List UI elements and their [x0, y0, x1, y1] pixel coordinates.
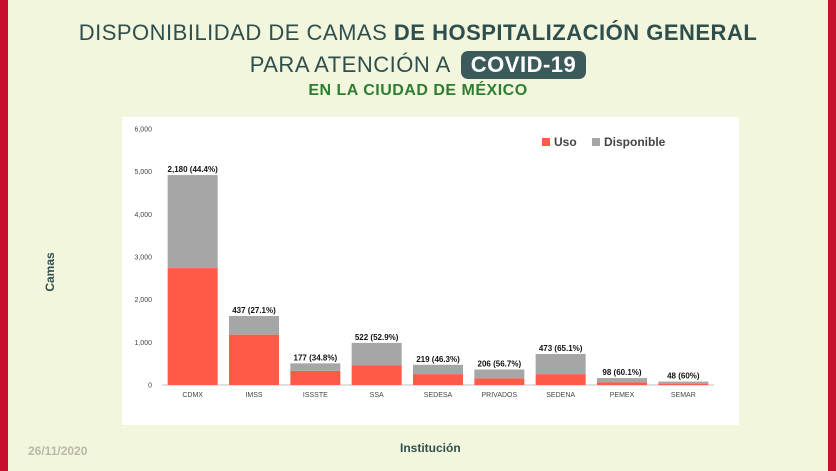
bar-data-label: 206 (56.7%)	[478, 360, 522, 369]
bar-data-label: 98 (60.1%)	[602, 368, 641, 377]
bar-segment-uso	[658, 383, 709, 385]
x-tick-label: SSA	[370, 392, 384, 399]
x-tick-label: SEDENA	[546, 392, 575, 399]
x-axis-label: Institución	[400, 441, 461, 455]
bar-data-label: 437 (27.1%)	[232, 306, 276, 315]
bar-data-label: 522 (52.9%)	[355, 333, 399, 342]
legend-swatch-uso	[542, 138, 550, 146]
bar-segment-disponible	[597, 378, 647, 383]
title-line-2: PARA ATENCIÓN A COVID-19	[8, 51, 828, 79]
date-stamp: 26/11/2020	[28, 444, 88, 458]
bar-segment-uso	[535, 374, 586, 385]
y-axis-label: Camas	[43, 252, 57, 292]
legend-swatch-disponible	[592, 138, 600, 146]
bar-segment-disponible	[229, 316, 279, 335]
title-bold: DE HOSPITALIZACIÓN GENERAL	[393, 20, 758, 45]
x-tick-label: CDMX	[182, 392, 203, 399]
y-tick-label: 5,000	[134, 169, 152, 176]
y-tick-label: 6,000	[134, 127, 152, 134]
bar-segment-disponible	[290, 363, 341, 371]
bar-data-label: 48 (60%)	[667, 372, 700, 381]
slide: DISPONIBILIDAD DE CAMAS DE HOSPITALIZACI…	[8, 0, 828, 471]
chart-panel: 0 1,000 2,000 3,000 4,000 5,000 6,000 2,180 (44…	[122, 117, 739, 425]
bar-chart: 0 1,000 2,000 3,000 4,000 5,000 6,000 2,180 (44…	[134, 127, 714, 399]
covid-badge: COVID-19	[460, 51, 587, 79]
x-tick-label: SEDESA	[424, 392, 453, 399]
bar-segment-uso	[290, 370, 341, 385]
x-tick-label: PEMEX	[610, 392, 635, 399]
title-line-1: DISPONIBILIDAD DE CAMAS DE HOSPITALIZACI…	[8, 20, 828, 46]
bar-segment-uso	[597, 382, 647, 385]
y-tick-label: 1,000	[134, 340, 152, 347]
bar-segment-uso	[229, 334, 279, 385]
bar-segment-disponible	[535, 353, 586, 375]
bar-segment-uso	[413, 374, 463, 385]
title-line-2-text: PARA ATENCIÓN A	[249, 52, 451, 77]
bar-data-label: 177 (34.8%)	[294, 353, 338, 362]
bar-data-label: 219 (46.3%)	[416, 355, 460, 364]
y-tick-label: 4,000	[134, 212, 152, 219]
bar-segment-disponible	[351, 342, 402, 366]
bar-segment-disponible	[658, 381, 709, 384]
legend-label-disponible: Disponible	[604, 135, 666, 149]
bar-segment-uso	[474, 378, 525, 385]
bar-data-label: 473 (65.1%)	[539, 344, 583, 353]
y-tick-label: 3,000	[134, 255, 152, 262]
bar-segment-disponible	[413, 364, 463, 375]
y-tick-label: 2,000	[134, 297, 152, 304]
bar-segment-disponible	[167, 175, 218, 269]
bar-data-label: 2,180 (44.4%)	[168, 165, 219, 174]
x-tick-label: PRIVADOS	[482, 392, 518, 399]
bar-segment-uso	[351, 365, 402, 385]
x-tick-label: ISSSTE	[303, 392, 328, 399]
bar-segment-uso	[167, 268, 218, 385]
legend-label-uso: Uso	[554, 135, 577, 149]
y-tick-label: 0	[148, 383, 152, 390]
title-regular: DISPONIBILIDAD DE CAMAS	[78, 20, 394, 45]
bar-segment-disponible	[474, 369, 525, 379]
subtitle: EN LA CIUDAD DE MÉXICO	[308, 82, 528, 99]
x-tick-label: IMSS	[245, 392, 262, 399]
x-tick-label: SEMAR	[671, 392, 696, 399]
